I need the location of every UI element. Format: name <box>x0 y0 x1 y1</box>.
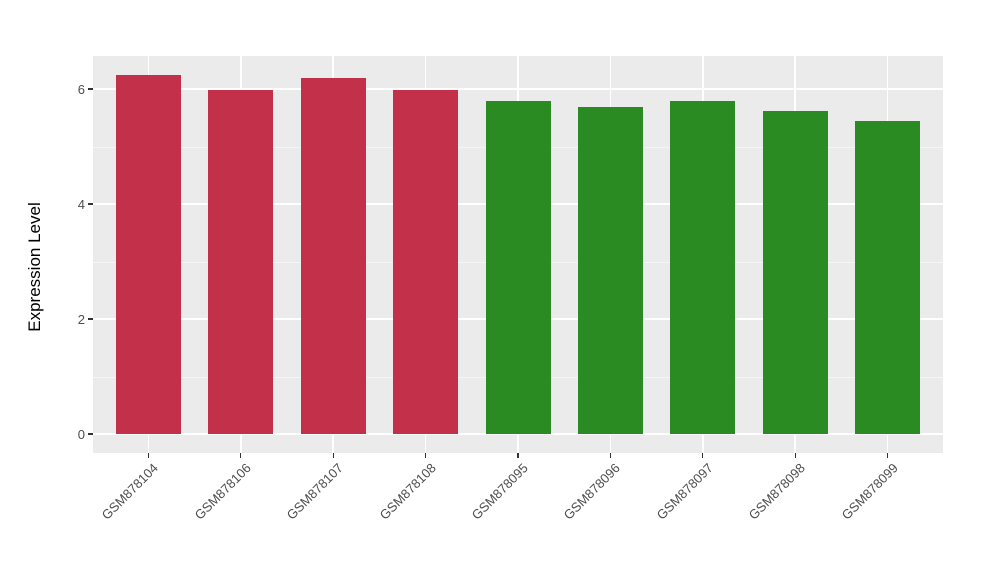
bar-GSM878107 <box>300 77 366 434</box>
plot-panel <box>93 56 943 453</box>
x-tick-mark-GSM878098 <box>794 453 796 458</box>
x-tick-mark-GSM878095 <box>517 453 519 458</box>
x-tick-label-GSM878099: GSM878099 <box>838 460 901 523</box>
x-tick-mark-GSM878106 <box>240 453 242 458</box>
x-tick-mark-GSM878104 <box>147 453 150 458</box>
x-tick-mark-GSM878097 <box>702 453 704 458</box>
x-tick-mark-GSM878096 <box>609 453 611 458</box>
bar-GSM878097 <box>670 101 736 434</box>
y-tick-mark-6 <box>88 88 93 90</box>
y-axis-title-text: Expression Level <box>25 202 44 332</box>
y-tick-mark-4 <box>88 203 93 205</box>
y-tick-label-2: 2 <box>77 311 85 327</box>
x-tick-mark-GSM878107 <box>332 453 334 458</box>
x-tick-mark-GSM878099 <box>886 453 889 458</box>
x-tick-mark-GSM878108 <box>425 453 427 458</box>
y-tick-mark-2 <box>88 318 93 320</box>
bar-GSM878095 <box>485 100 551 434</box>
y-tick-label-0: 0 <box>77 426 85 442</box>
bar-GSM878108 <box>393 90 459 434</box>
y-tick-label-6: 6 <box>77 81 85 97</box>
bar-GSM878098 <box>762 111 828 434</box>
bar-GSM878099 <box>855 121 921 434</box>
bar-GSM878096 <box>577 106 643 434</box>
bar-GSM878104 <box>115 74 181 434</box>
y-tick-mark-0 <box>88 433 93 435</box>
y-tick-label-4: 4 <box>77 196 85 212</box>
bar-GSM878106 <box>208 90 274 434</box>
